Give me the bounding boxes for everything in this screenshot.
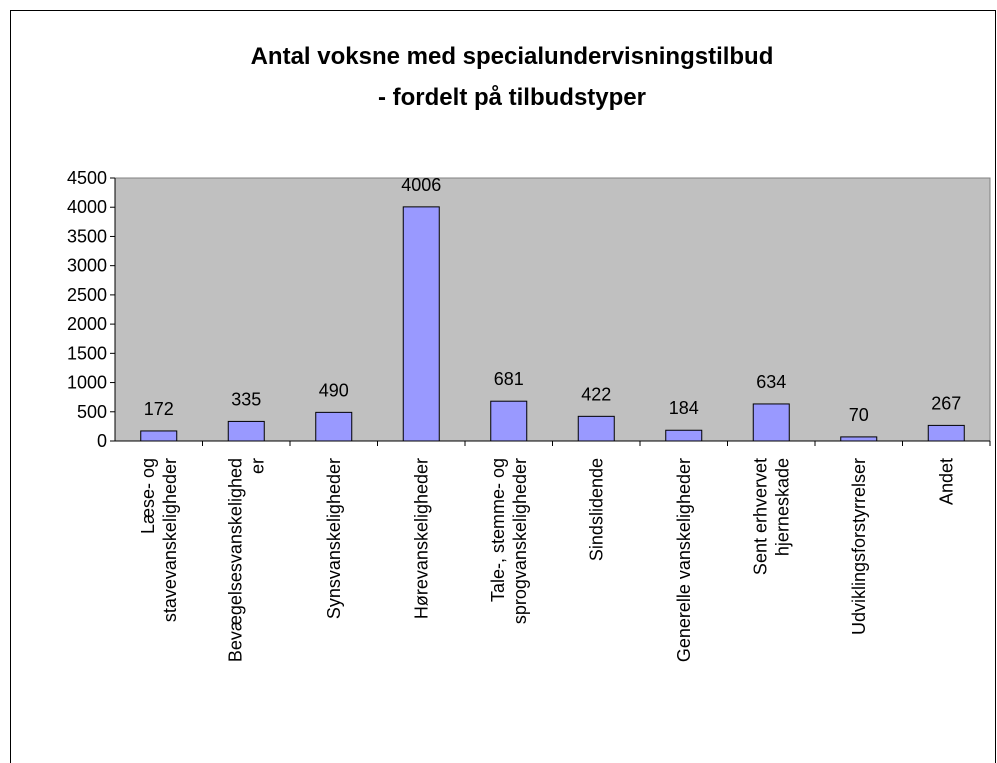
chart-title: - fordelt på tilbudstyper (378, 84, 646, 111)
bar (315, 411, 353, 442)
bar (140, 430, 178, 442)
y-tick-label: 2500 (67, 285, 107, 305)
data-label: 4006 (401, 175, 441, 195)
bar (402, 206, 440, 442)
x-tick-label: Generelle vanskeligheder (674, 458, 694, 662)
y-tick-label: 1000 (67, 373, 107, 393)
data-label: 172 (144, 399, 174, 419)
bar (927, 424, 965, 442)
y-tick-label: 4500 (67, 168, 107, 188)
x-tick-label: Læse- og stavevanskeligheder (138, 458, 180, 622)
data-label: 681 (494, 369, 524, 389)
x-tick-label: Sent erhvervet hjerneskade (750, 458, 792, 575)
plot-area (114, 177, 991, 442)
y-tick-label: 0 (97, 431, 107, 451)
data-label: 184 (669, 398, 699, 418)
y-tick-label: 4000 (67, 197, 107, 217)
x-tick-label: Andet (936, 458, 956, 505)
bar (840, 436, 878, 442)
bar (577, 415, 615, 442)
x-tick-label: Sindslidende (586, 458, 606, 561)
data-label: 490 (319, 380, 349, 400)
data-label: 335 (231, 389, 261, 409)
bar (227, 420, 265, 442)
y-tick-label: 3500 (67, 226, 107, 246)
x-tick-label: Udviklingsforstyrrelser (849, 458, 869, 635)
bar (752, 403, 790, 442)
data-label: 70 (849, 405, 869, 425)
y-tick-label: 500 (77, 402, 107, 422)
data-label: 422 (581, 384, 611, 404)
y-tick-label: 2000 (67, 314, 107, 334)
y-tick-label: 1500 (67, 343, 107, 363)
data-label: 634 (756, 372, 786, 392)
y-tick-label: 3000 (67, 256, 107, 276)
chart-title: Antal voksne med specialundervisningstil… (251, 43, 774, 70)
x-tick-label: Tale-, stemme- og sprogvanskeligheder (488, 458, 530, 624)
x-tick-label: Hørevanskeligheder (411, 458, 431, 619)
bar (665, 429, 703, 442)
data-label: 267 (931, 393, 961, 413)
bar (490, 400, 528, 442)
x-tick-label: Synsvanskeligheder (324, 458, 344, 619)
x-tick-label: Bevægelsesvanskelighed er (225, 458, 267, 662)
